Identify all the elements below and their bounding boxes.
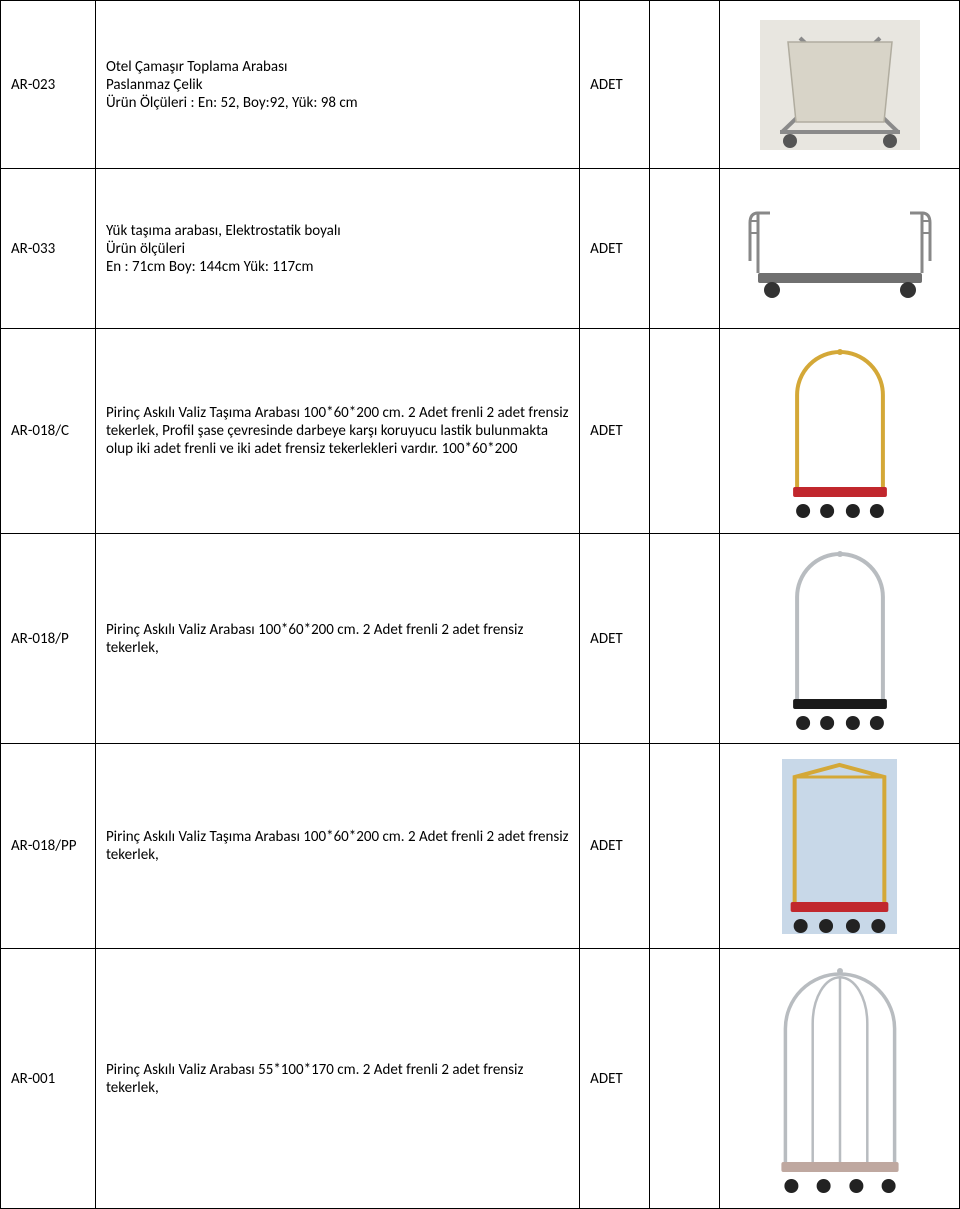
product-image-cell [720, 744, 960, 949]
empty-cell [650, 949, 720, 1209]
product-description: Pirinç Askılı Valiz Taşıma Arabası 100*6… [95, 329, 579, 534]
product-image-laundry-cart [730, 15, 949, 155]
product-description: Pirinç Askılı Valiz Taşıma Arabası 100*6… [95, 744, 579, 949]
empty-cell [650, 744, 720, 949]
product-image-cell [720, 329, 960, 534]
product-description: Yük taşıma arabası, Elektrostatik boyalı… [95, 169, 579, 329]
product-code: AR-023 [1, 1, 96, 169]
product-image-luggage-gold-red [730, 344, 949, 519]
empty-cell [650, 169, 720, 329]
table-row: AR-018/PPirinç Askılı Valiz Arabası 100*… [1, 534, 960, 744]
unit-label: ADET [580, 1, 650, 169]
product-code: AR-018/C [1, 329, 96, 534]
empty-cell [650, 1, 720, 169]
table-row: AR-001Pirinç Askılı Valiz Arabası 55*100… [1, 949, 960, 1209]
product-image-luggage-silver-black [730, 546, 949, 731]
product-code: AR-001 [1, 949, 96, 1209]
product-code: AR-018/P [1, 534, 96, 744]
unit-label: ADET [580, 744, 650, 949]
product-description: Otel Çamaşır Toplama Arabası Paslanmaz Ç… [95, 1, 579, 169]
unit-label: ADET [580, 949, 650, 1209]
table-row: AR-018/PPPirinç Askılı Valiz Taşıma Arab… [1, 744, 960, 949]
product-image-luggage-silver-birdcage [730, 964, 949, 1194]
empty-cell [650, 329, 720, 534]
table-row: AR-023Otel Çamaşır Toplama Arabası Pasla… [1, 1, 960, 169]
product-image-cell [720, 1, 960, 169]
product-table: AR-023Otel Çamaşır Toplama Arabası Pasla… [0, 0, 960, 1209]
unit-label: ADET [580, 169, 650, 329]
table-row: AR-033Yük taşıma arabası, Elektrostatik … [1, 169, 960, 329]
product-description: Pirinç Askılı Valiz Arabası 55*100*170 c… [95, 949, 579, 1209]
product-description: Pirinç Askılı Valiz Arabası 100*60*200 c… [95, 534, 579, 744]
table-row: AR-018/CPirinç Askılı Valiz Taşıma Araba… [1, 329, 960, 534]
product-image-load-cart [730, 179, 949, 319]
product-image-cell [720, 534, 960, 744]
empty-cell [650, 534, 720, 744]
unit-label: ADET [580, 329, 650, 534]
product-code: AR-033 [1, 169, 96, 329]
product-image-luggage-gold-square-red [730, 759, 949, 934]
product-code: AR-018/PP [1, 744, 96, 949]
product-image-cell [720, 949, 960, 1209]
unit-label: ADET [580, 534, 650, 744]
product-image-cell [720, 169, 960, 329]
